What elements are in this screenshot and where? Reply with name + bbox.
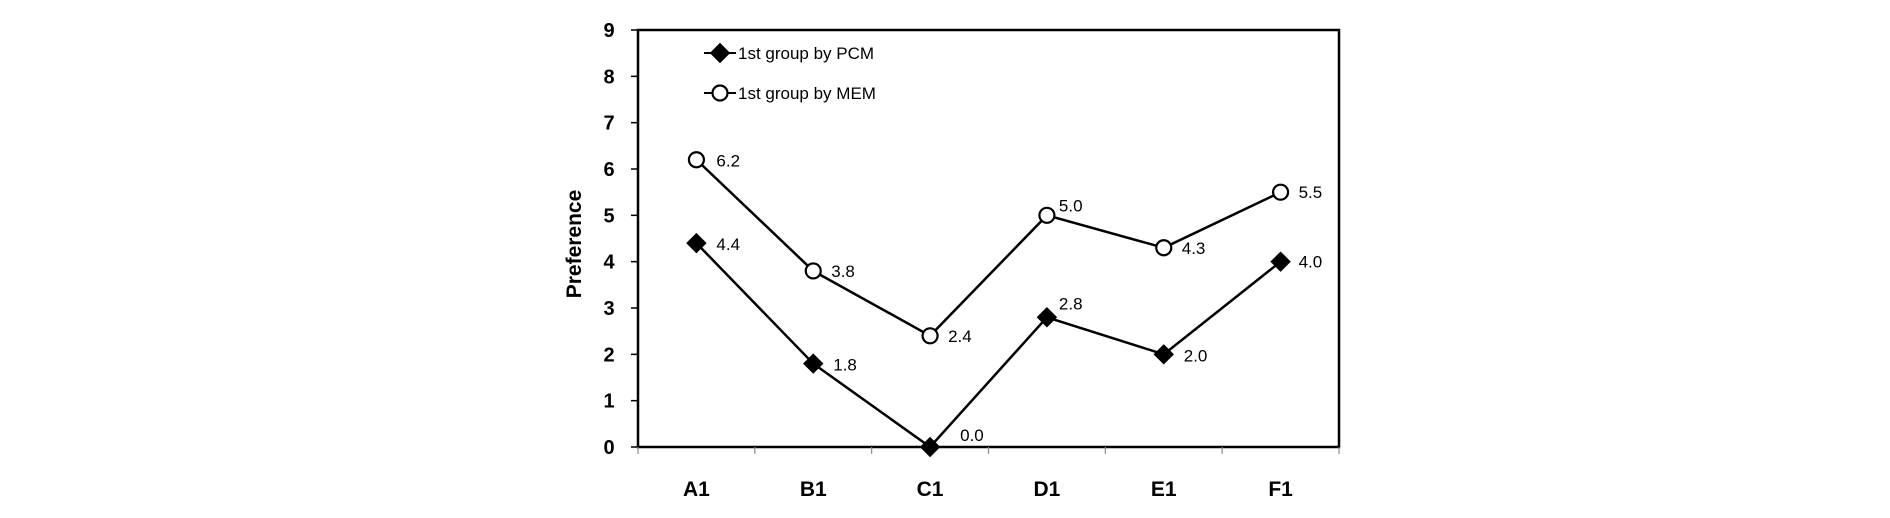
legend-label: 1st group by PCM <box>738 44 874 63</box>
data-label: 4.0 <box>1299 253 1323 272</box>
data-point-1 <box>686 232 707 254</box>
y-tick-label: 4 <box>603 252 615 274</box>
data-label: 4.4 <box>716 235 740 254</box>
data-label: 2.4 <box>948 327 972 346</box>
y-tick-label: 1 <box>603 391 614 413</box>
y-tick-label: 6 <box>603 159 614 181</box>
data-point-2 <box>804 262 822 280</box>
data-label: 3.8 <box>831 262 855 281</box>
data-label: 4.3 <box>1182 239 1206 258</box>
y-tick-label: 9 <box>603 20 614 42</box>
x-tick-label: F1 <box>1268 478 1293 501</box>
series-line-2 <box>695 158 1282 338</box>
y-tick-label: 2 <box>603 344 614 366</box>
data-label: 5.5 <box>1299 183 1323 202</box>
x-tick-label: C1 <box>917 478 944 501</box>
data-label: 2.0 <box>1184 346 1208 365</box>
y-tick-label: 5 <box>603 205 614 227</box>
y-tick-label: 0 <box>603 437 614 459</box>
legend: 1st group by PCM 1st group by MEM <box>704 42 876 103</box>
y-axis-label: Preference <box>563 190 586 299</box>
data-label: 0.0 <box>960 426 984 445</box>
data-label: 6.2 <box>716 152 740 171</box>
x-tick-label: D1 <box>1033 478 1060 501</box>
data-label: 2.8 <box>1059 294 1083 313</box>
data-point-2 <box>1038 206 1056 224</box>
data-point-2 <box>921 327 939 345</box>
data-point-1 <box>803 353 824 374</box>
legend-label: 1st group by MEM <box>738 84 876 103</box>
data-point-2 <box>1155 239 1173 257</box>
data-point-1 <box>1036 307 1058 328</box>
series-line-1 <box>695 242 1282 449</box>
plot-area: 0 1 2 3 4 5 6 7 8 9 A1 B1 C1 D1 E1 F1 4.4 1.8 0.0 2.8 2.0 4.0… <box>603 20 1341 501</box>
x-tick-label: B1 <box>800 478 827 501</box>
y-tick-label: 3 <box>603 298 614 320</box>
legend-marker <box>709 42 731 64</box>
y-tick-label: 7 <box>603 113 614 135</box>
data-point-1 <box>1270 251 1291 272</box>
data-point-2 <box>687 151 706 169</box>
y-tick-label: 8 <box>603 66 614 88</box>
data-label: 5.0 <box>1059 196 1083 215</box>
data-point-1 <box>919 436 941 458</box>
x-tick-label: E1 <box>1151 478 1177 501</box>
data-point-2 <box>1271 183 1290 201</box>
data-point-1 <box>1153 344 1174 365</box>
legend-marker <box>711 84 729 102</box>
x-tick-label: A1 <box>683 478 710 501</box>
data-label: 1.8 <box>833 356 857 375</box>
